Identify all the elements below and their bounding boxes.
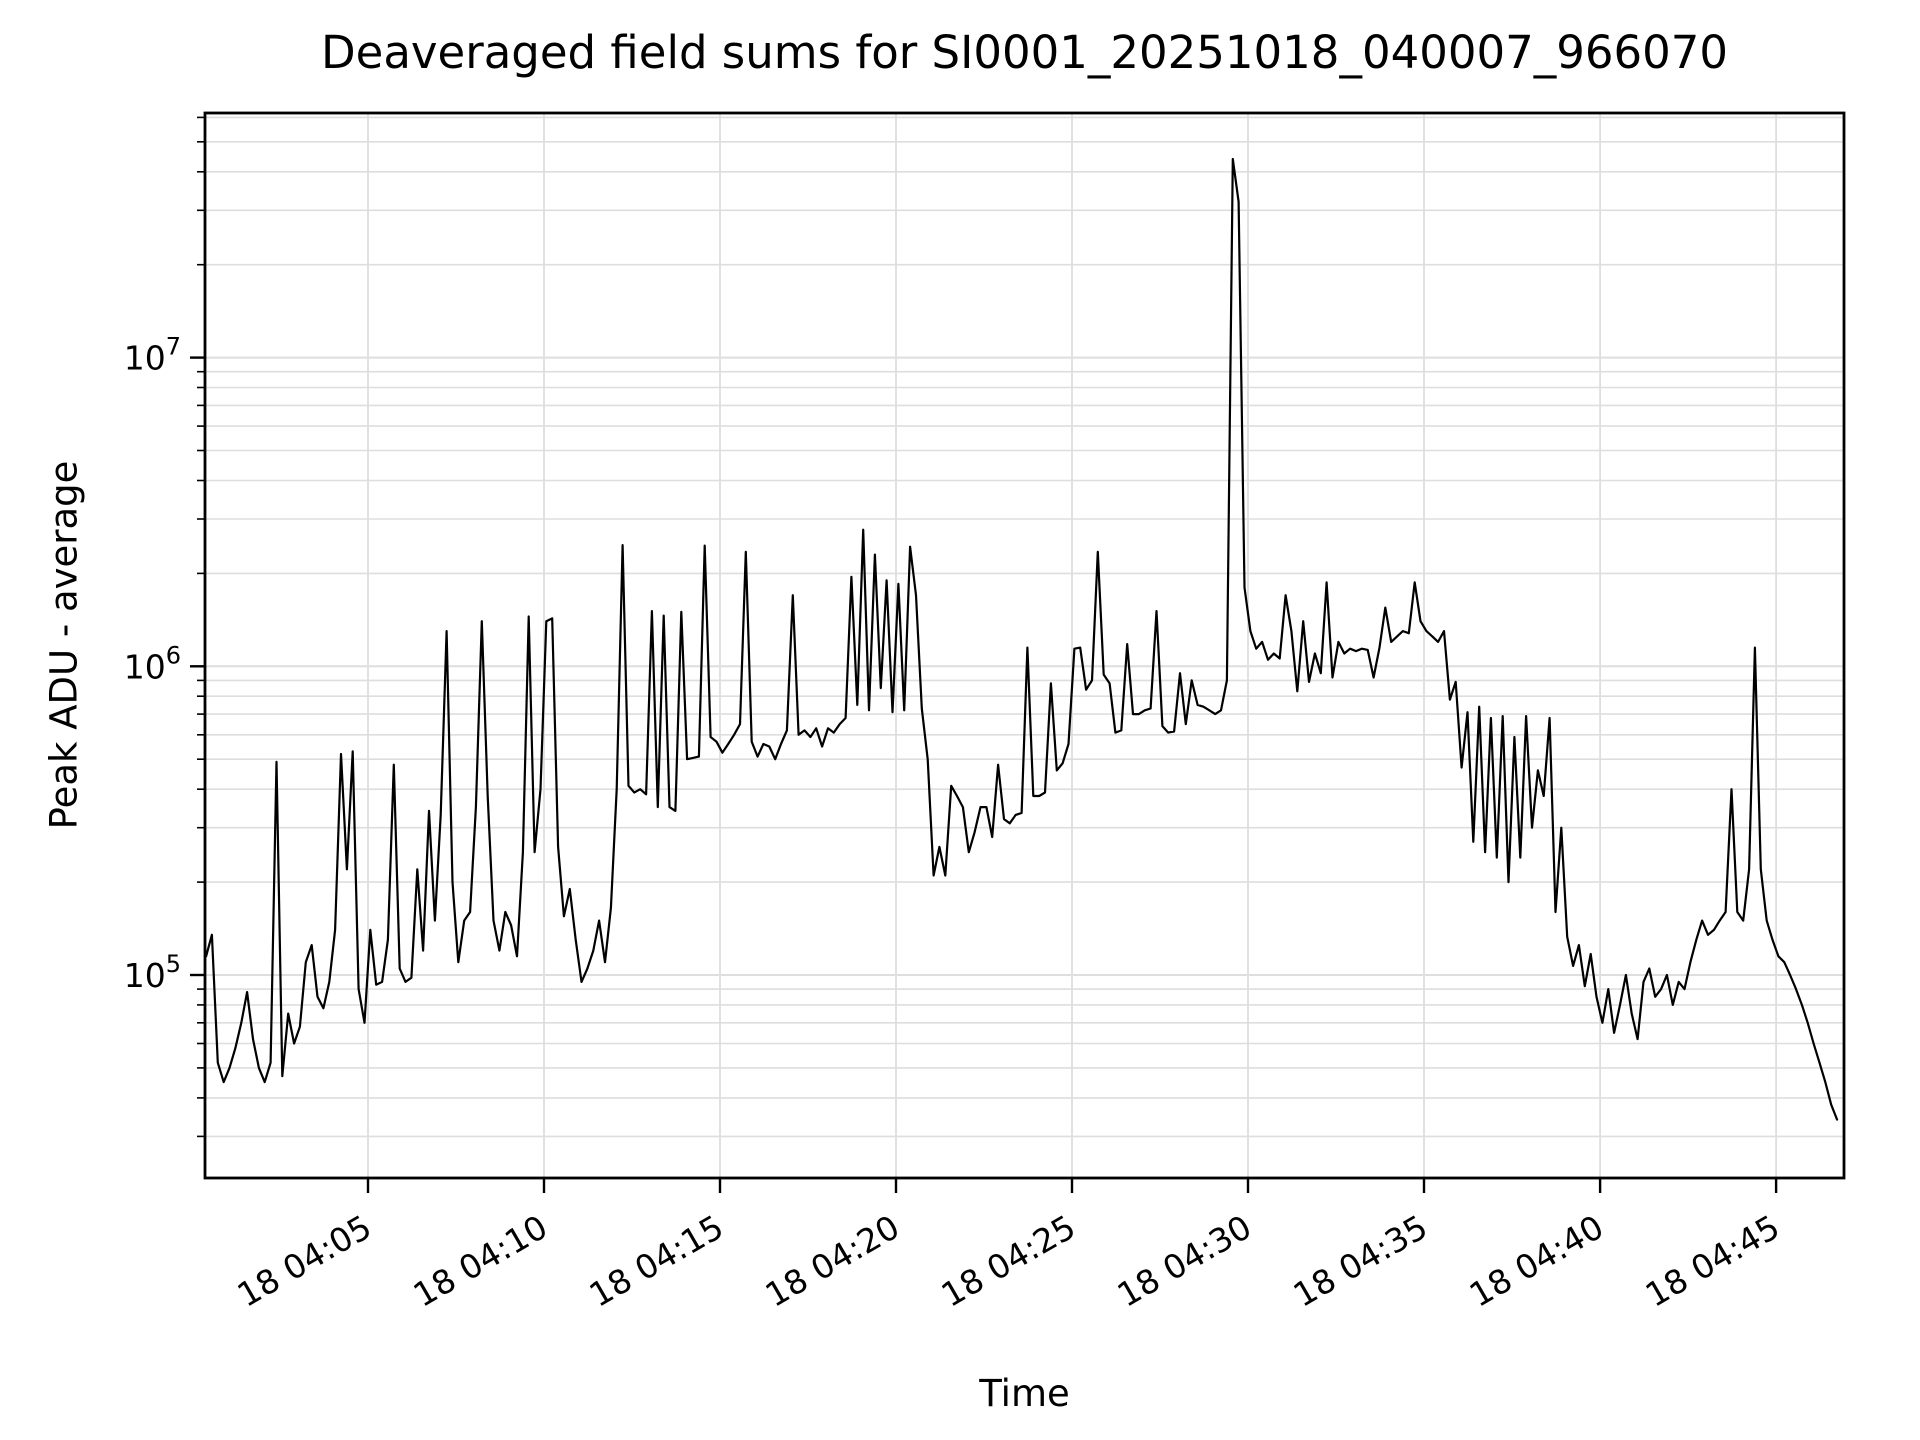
axis-ticks	[190, 116, 1778, 1193]
chart-title: Deaveraged field sums for SI0001_2025101…	[320, 26, 1729, 79]
svg-text:18 04:20: 18 04:20	[759, 1207, 906, 1315]
svg-text:18 04:05: 18 04:05	[231, 1207, 378, 1315]
svg-text:18 04:35: 18 04:35	[1287, 1207, 1434, 1315]
svg-text:107: 107	[124, 333, 181, 378]
gridlines	[205, 113, 1844, 1178]
x-axis-label: Time	[979, 1372, 1070, 1415]
svg-text:18 04:40: 18 04:40	[1463, 1207, 1610, 1315]
svg-text:18 04:45: 18 04:45	[1639, 1207, 1786, 1315]
svg-text:18 04:30: 18 04:30	[1111, 1207, 1258, 1315]
svg-text:105: 105	[124, 950, 181, 995]
plot-frame	[203, 111, 1846, 1180]
y-tick-labels: 105 106 107	[124, 333, 181, 995]
data-line	[205, 157, 1839, 1121]
svg-text:106: 106	[124, 641, 181, 686]
x-tick-labels: 18 04:05 18 04:10 18 04:15 18 04:20 18 04:25…	[231, 1207, 1786, 1315]
svg-text:18 04:25: 18 04:25	[935, 1207, 1082, 1315]
svg-text:18 04:10: 18 04:10	[407, 1207, 554, 1315]
svg-text:18 04:15: 18 04:15	[583, 1207, 730, 1315]
